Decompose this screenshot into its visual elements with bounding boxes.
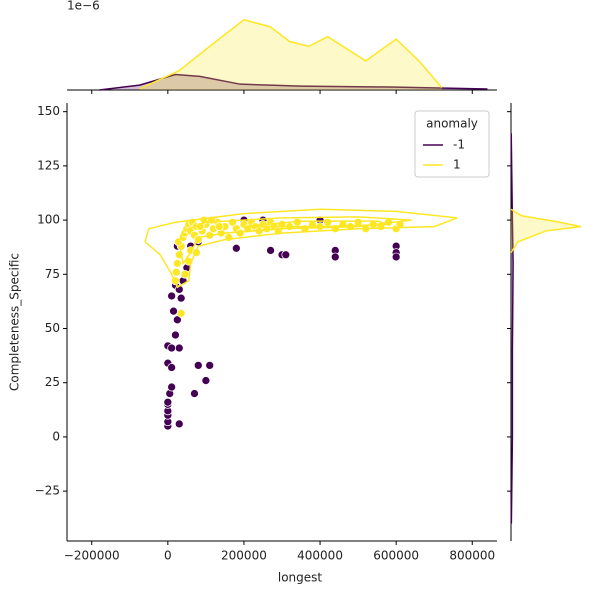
- kde-line: [99, 73, 488, 91]
- scatter-point: [167, 363, 176, 372]
- x-axis-label: longest: [278, 571, 323, 585]
- legend-label: -1: [453, 138, 465, 152]
- kde-line: [510, 208, 582, 254]
- legend-label: 1: [453, 158, 461, 172]
- scatter-point: [281, 250, 291, 260]
- scatter-point: [167, 382, 176, 392]
- y-tick-label: −25: [35, 484, 60, 498]
- y-tick-label: 125: [37, 158, 60, 172]
- scatter-point: [176, 293, 186, 303]
- y-tick-label: 100: [37, 213, 60, 227]
- kde-contour: [243, 220, 389, 228]
- scatter-point: [193, 361, 203, 370]
- y-tick-label: 150: [37, 104, 60, 118]
- kde-line: [510, 133, 514, 524]
- scatter-point: [169, 306, 178, 316]
- scatter-point: [231, 243, 241, 253]
- scatter-point: [330, 252, 340, 262]
- y-tick-label: 25: [45, 375, 60, 389]
- scatter-point: [171, 330, 180, 340]
- legend-box: [414, 110, 490, 178]
- x-tick-label: 400000: [297, 549, 343, 563]
- kde-contour: [144, 208, 458, 289]
- kde-fill: [139, 19, 442, 91]
- kde-contour: [178, 216, 412, 266]
- y-tick-label: 50: [45, 321, 60, 335]
- kde-line: [139, 18, 443, 90]
- x-tick-label: 200000: [221, 549, 267, 563]
- scatter-point: [174, 343, 184, 353]
- scatter-point: [163, 397, 173, 407]
- scatter-point: [173, 315, 182, 325]
- scatter-point: [167, 291, 176, 301]
- scatter-point: [180, 269, 190, 279]
- scatter-point: [190, 389, 199, 398]
- scatter-point: [201, 376, 211, 385]
- x-tick-label: −200000: [64, 549, 120, 563]
- scatter-point: [235, 228, 245, 238]
- x-tick-label: 0: [164, 549, 172, 563]
- scatter-point: [173, 259, 182, 268]
- legend-title: anomaly: [426, 117, 478, 131]
- scatter-point: [167, 343, 176, 353]
- scatter-point: [171, 267, 181, 277]
- scatter-point: [174, 419, 184, 429]
- y-axis-label: Completeness_Specific: [8, 253, 22, 391]
- scatter-point: [323, 217, 333, 227]
- scatter-point: [214, 222, 224, 231]
- scatter-point: [266, 246, 275, 255]
- scatter-point: [176, 308, 186, 318]
- y-tick-label: 0: [52, 429, 60, 443]
- x-tick-label: 600000: [373, 549, 419, 563]
- scatter-point: [205, 361, 215, 370]
- x-tick-label: 800000: [449, 549, 495, 563]
- offset-label: 1e−6: [67, 0, 100, 13]
- scatter-point: [391, 252, 401, 262]
- kde-fill: [99, 74, 488, 90]
- y-tick-label: 75: [45, 267, 60, 281]
